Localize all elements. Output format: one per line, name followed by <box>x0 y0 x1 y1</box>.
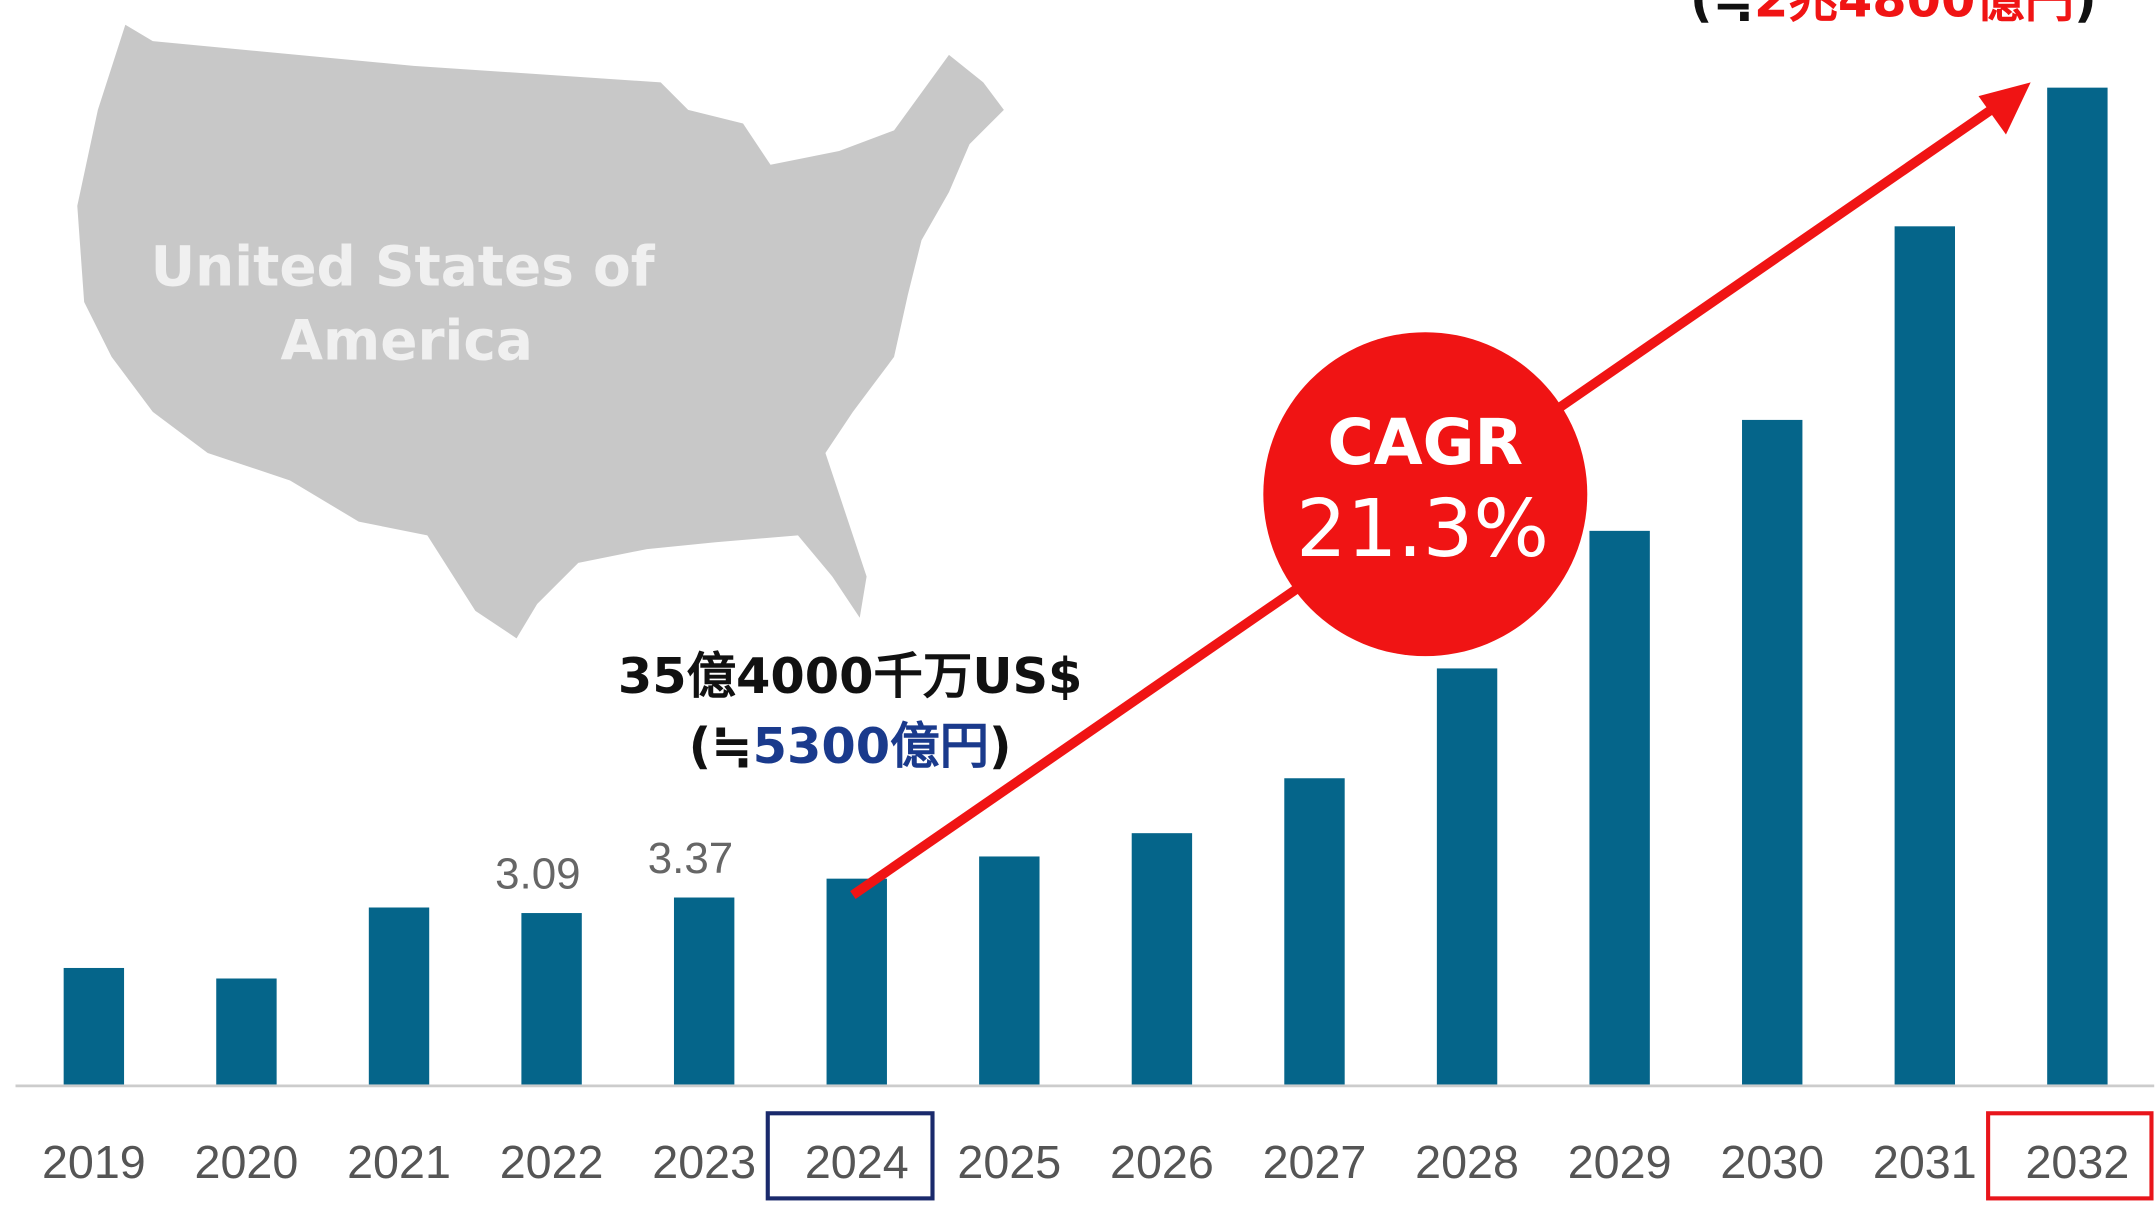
annotation-yen: 5300億円 <box>753 717 989 775</box>
x-tick-label: 2023 <box>652 1136 756 1188</box>
bar <box>521 913 582 1085</box>
bar <box>1894 226 1956 1085</box>
annotation-part: (≒ <box>1690 0 1754 28</box>
cagr-label: CAGR <box>1327 405 1523 479</box>
cagr-badge <box>1263 332 1588 657</box>
bar <box>826 878 887 1085</box>
x-tick-label: 2021 <box>347 1136 451 1188</box>
bars <box>63 87 2108 1085</box>
x-tick-label: 2028 <box>1415 1136 1519 1188</box>
annotation-part: ) <box>989 717 1012 775</box>
annotation-part: (≒ <box>689 717 753 775</box>
x-tick-label: 2024 <box>805 1136 909 1188</box>
annotation-yen: 2兆4800億円 <box>1754 0 2074 28</box>
annotation: (≒2兆4800億円) <box>1690 0 2097 28</box>
arrow-head <box>1978 82 2031 135</box>
x-tick-label: 2026 <box>1110 1136 1214 1188</box>
map-label: United States of <box>151 235 656 299</box>
bar <box>216 978 277 1085</box>
highlight-box <box>765 1111 935 1201</box>
x-tick-label: 2032 <box>2025 1136 2129 1188</box>
bar <box>1284 778 1345 1085</box>
map-label: America <box>281 309 533 373</box>
highlight-box <box>1986 1111 2154 1201</box>
bar <box>2047 87 2108 1085</box>
bar <box>63 967 125 1085</box>
cagr-value: 21.3% <box>1296 482 1549 575</box>
x-tick-label: 2030 <box>1720 1136 1824 1188</box>
bar <box>1742 419 1803 1085</box>
bar <box>673 897 735 1085</box>
value-label: 3.37 <box>648 834 733 883</box>
annotation-part: ) <box>2074 0 2097 28</box>
value-label: 3.09 <box>495 849 580 898</box>
bar <box>1436 668 1498 1085</box>
bar <box>1131 833 1193 1085</box>
us-map <box>77 24 1004 639</box>
x-tick-label: 2022 <box>500 1136 604 1188</box>
bar <box>368 907 430 1085</box>
annotation: (≒5300億円) <box>689 717 1012 775</box>
bar <box>1589 530 1650 1085</box>
bar <box>979 856 1040 1085</box>
annotation: 35億4000千万US$ <box>618 647 1083 705</box>
x-tick-label: 2027 <box>1263 1136 1367 1188</box>
x-tick-label: 2019 <box>42 1136 146 1188</box>
x-tick-label: 2031 <box>1873 1136 1977 1188</box>
x-tick-label: 2020 <box>195 1136 299 1188</box>
x-tick-label: 2029 <box>1568 1136 1672 1188</box>
x-tick-label: 2025 <box>957 1136 1061 1188</box>
